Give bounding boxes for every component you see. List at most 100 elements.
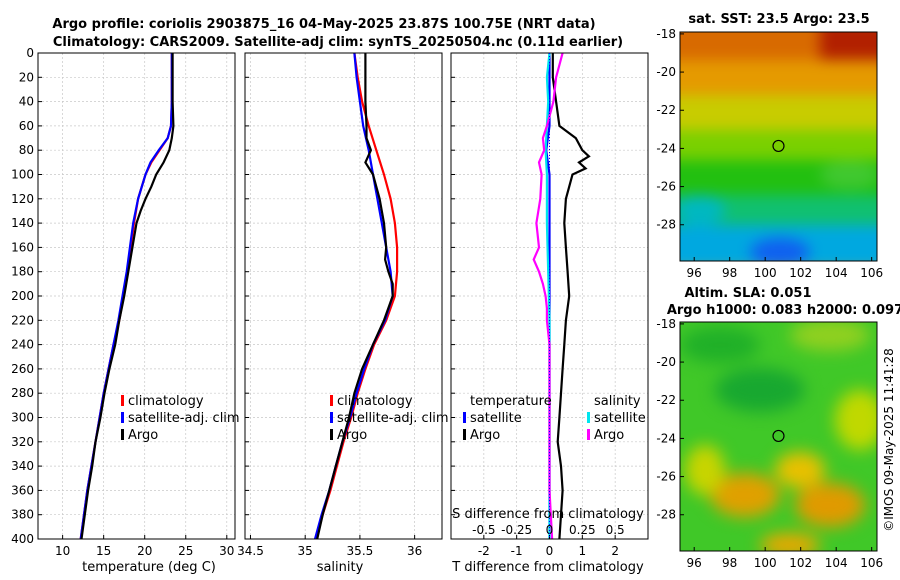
map-x-tick-label: 98 — [722, 556, 737, 570]
map-x-tick-label: 100 — [754, 556, 777, 570]
map-x-tick-label: 98 — [722, 266, 737, 280]
legend-entry-t-argo: Argo — [470, 428, 500, 443]
map-y-tick-label: -22 — [656, 393, 676, 407]
legend-title-salinity: salinity — [594, 394, 641, 409]
sla-axes: 96 98 100 102 104 106 -18 -20 -22 -24 -26 -28 — [656, 317, 883, 570]
y-tick-label: 180 — [11, 265, 34, 279]
figure-title-line1: Argo profile: coriolis 2903875_16 04-May… — [52, 17, 595, 32]
credit-text: ©IMOS 09-May-2025 11:41:28 — [882, 348, 896, 532]
map-x-tick-label: 100 — [754, 266, 777, 280]
legend-entry-s-argo: Argo — [594, 428, 624, 443]
map-y-tick-label: -18 — [656, 317, 676, 331]
temperature-xlabel: temperature (deg C) — [82, 560, 216, 575]
x-tick-label: 35.5 — [347, 544, 374, 558]
argo-location-marker — [772, 429, 785, 443]
map-x-tick-label: 104 — [825, 266, 848, 280]
y-tick-label: 320 — [11, 435, 34, 449]
difference-xlabel: T difference from climatology — [451, 560, 644, 575]
y-tick-label: 340 — [11, 459, 34, 473]
temperature-legend: climatology satellite-adj. clim Argo — [121, 394, 240, 443]
map-y-tick-label: -22 — [656, 103, 676, 117]
y-tick-label: 240 — [11, 338, 34, 352]
x-tick-label: 0 — [546, 544, 554, 558]
sla-map: Altim. SLA: 0.051 Argo h1000: 0.083 h200… — [656, 286, 900, 570]
map-y-tick-label: -20 — [656, 65, 676, 79]
legend-entry-climatology: climatology — [128, 394, 204, 409]
legend-entry-t-satellite: satellite — [470, 411, 522, 426]
y-tick-label: 120 — [11, 192, 34, 206]
map-x-tick-label: 96 — [687, 556, 702, 570]
legend-swatch-satellite — [330, 412, 333, 423]
x-tick-label: 36 — [407, 544, 422, 558]
x-tick-label: 30 — [219, 544, 234, 558]
map-y-tick-label: -24 — [656, 431, 676, 445]
legend-entry-satellite: satellite-adj. clim — [337, 411, 449, 426]
legend-entry-argo: Argo — [128, 428, 158, 443]
salinity-legend: climatology satellite-adj. clim Argo — [330, 394, 449, 443]
sst-map: sat. SST: 23.5 Argo: 23.5 96 98 100 102 104 1… — [656, 12, 883, 280]
legend-entry-argo: Argo — [337, 428, 367, 443]
x-tick-label: 1 — [579, 544, 587, 558]
sla-field — [680, 322, 877, 551]
y-tick-label: 40 — [19, 95, 34, 109]
map-x-tick-label: 102 — [789, 556, 812, 570]
legend-swatch-s-satellite — [587, 412, 590, 423]
legend-title-temperature: temperature — [470, 394, 552, 409]
legend-swatch-climatology — [121, 395, 124, 406]
legend-swatch-satellite — [121, 412, 124, 423]
y-tick-label: 0 — [26, 46, 34, 60]
map-y-tick-label: -26 — [656, 470, 676, 484]
y-tick-label: 300 — [11, 411, 34, 425]
x-tick-label: 35 — [298, 544, 313, 558]
s-tick-label: -0.25 — [501, 523, 532, 537]
y-tick-label: 400 — [11, 532, 34, 546]
map-y-tick-label: -20 — [656, 355, 676, 369]
legend-swatch-argo — [330, 429, 333, 440]
series-line-t-argo — [551, 53, 591, 540]
y-tick-label: 220 — [11, 313, 34, 327]
figure-title-line2: Climatology: CARS2009. Satellite-adj cli… — [53, 35, 623, 50]
x-tick-label: 15 — [96, 544, 111, 558]
sst-axes: 96 98 100 102 104 106 -18 -20 -22 -24 -26 -28 — [656, 27, 883, 280]
series-line-argo — [80, 53, 175, 540]
sla-map-title-line2: Argo h1000: 0.083 h2000: 0.097 — [667, 303, 900, 318]
x-tick-label: 25 — [178, 544, 193, 558]
x-tick-label: -1 — [511, 544, 523, 558]
y-tick-label: 200 — [11, 289, 34, 303]
series-line-argo — [316, 53, 394, 540]
sst-field — [680, 32, 877, 261]
salinity-xlabel: salinity — [317, 560, 364, 575]
legend-swatch-t-satellite — [463, 412, 466, 423]
s-tick-label: 0.25 — [569, 523, 596, 537]
legend-entry-s-satellite: satellite — [594, 411, 646, 426]
legend-swatch-t-argo — [463, 429, 466, 440]
temperature-panel: 10 15 20 25 30020406080100120140160180200220… — [11, 46, 236, 558]
salinity-panel: 34.5 35 35.5 36 — [237, 52, 443, 558]
legend-swatch-climatology — [330, 395, 333, 406]
map-x-tick-label: 106 — [860, 266, 883, 280]
s-tick-label: 0.5 — [606, 523, 625, 537]
map-y-tick-label: -28 — [656, 218, 676, 232]
y-tick-label: 360 — [11, 483, 34, 497]
y-tick-label: 20 — [19, 70, 34, 84]
sla-map-title-line1: Altim. SLA: 0.051 — [685, 286, 812, 301]
legend-entry-climatology: climatology — [337, 394, 413, 409]
map-y-tick-label: -26 — [656, 180, 676, 194]
map-x-tick-label: 102 — [789, 266, 812, 280]
x-tick-label: -2 — [478, 544, 490, 558]
y-tick-label: 60 — [19, 119, 34, 133]
y-tick-label: 160 — [11, 240, 34, 254]
y-tick-label: 80 — [19, 143, 34, 157]
argo-location-marker — [772, 139, 785, 153]
series-line-climatology — [315, 52, 399, 540]
legend-entry-satellite: satellite-adj. clim — [128, 411, 240, 426]
legend-swatch-s-argo — [587, 429, 590, 440]
y-tick-label: 100 — [11, 168, 34, 182]
y-tick-label: 280 — [11, 386, 34, 400]
y-tick-label: 380 — [11, 508, 34, 522]
difference-xlabel-top: S difference from climatology — [452, 507, 644, 522]
x-tick-label: 10 — [55, 544, 70, 558]
difference-legend: temperature satellite Argo salinity sate… — [463, 394, 646, 443]
legend-swatch-argo — [121, 429, 124, 440]
map-x-tick-label: 96 — [687, 266, 702, 280]
